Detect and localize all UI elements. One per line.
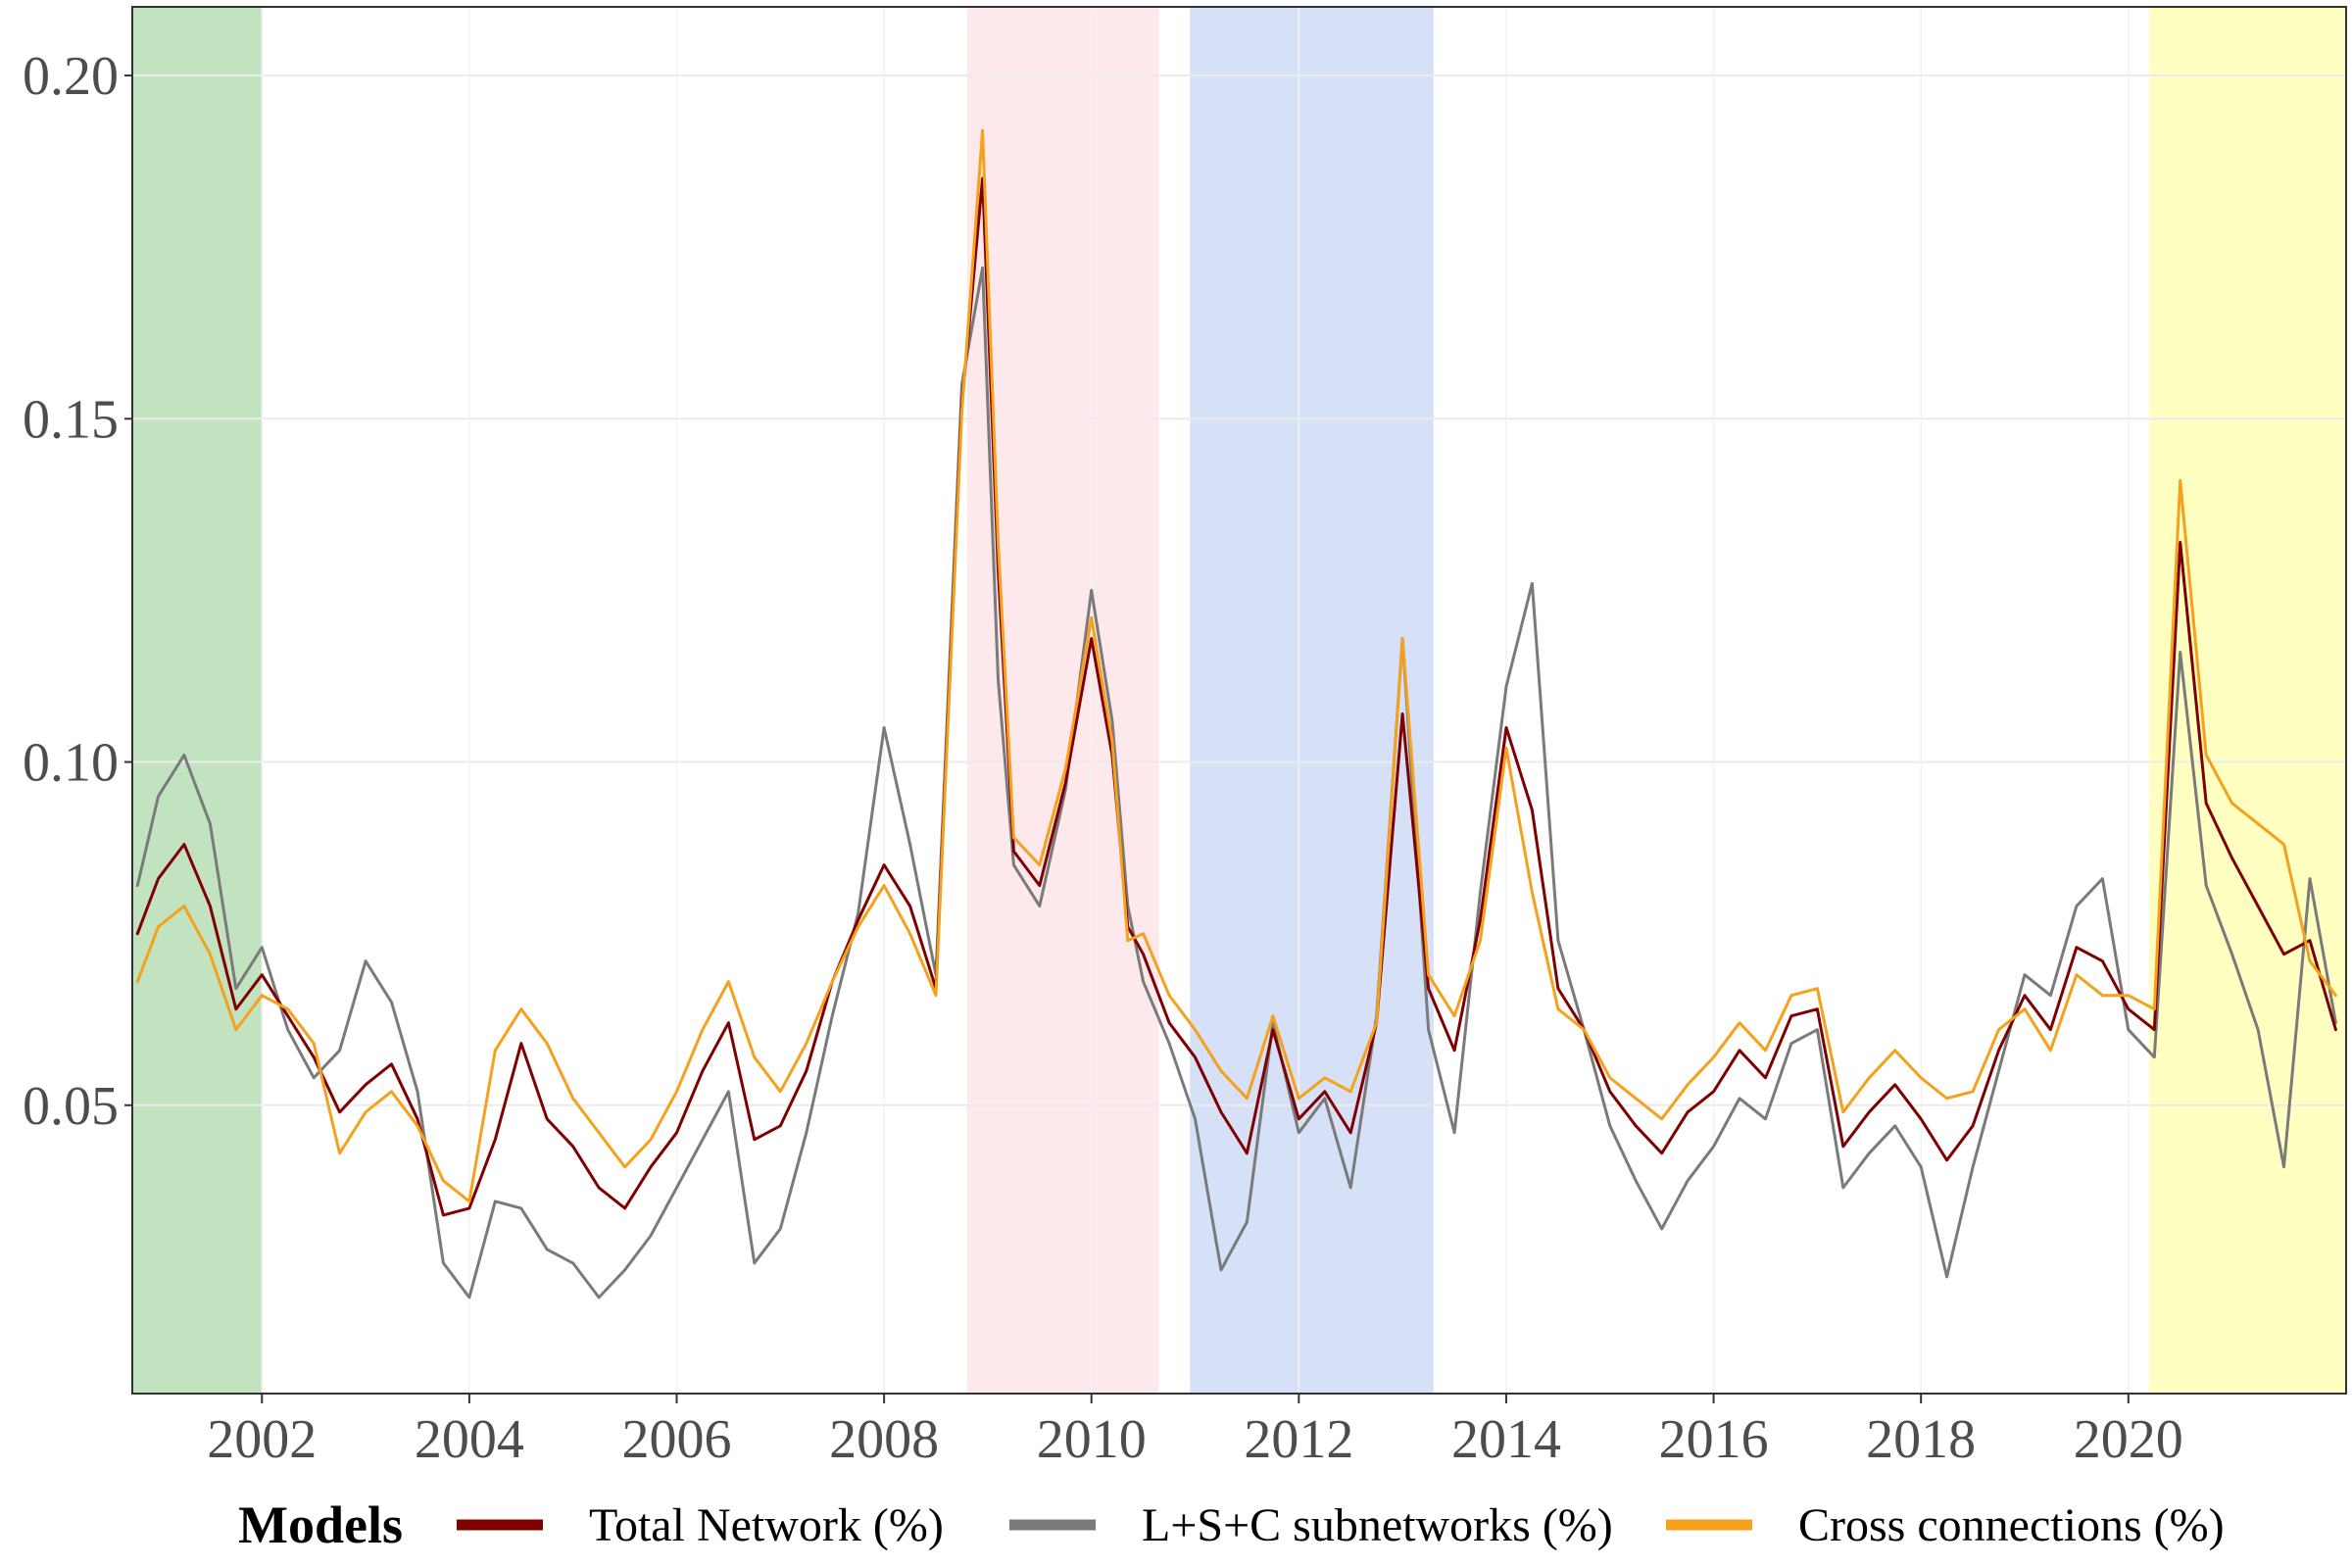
- x-tick-label: 2004: [415, 1409, 524, 1470]
- y-tick-label: 0.20: [23, 46, 119, 107]
- plot-panel-border: [131, 6, 2347, 1395]
- series-line-2: [135, 128, 2337, 1203]
- series-line-0: [135, 176, 2337, 1217]
- y-axis: 0.05 0.10 0.15 0.20: [23, 46, 132, 1137]
- x-tick-label: 2014: [1451, 1409, 1561, 1470]
- x-tick-label: 2016: [1659, 1409, 1769, 1470]
- series-lines: [135, 128, 2337, 1299]
- x-tick-label: 2020: [2074, 1409, 2183, 1470]
- legend-title: Models: [238, 1495, 403, 1554]
- shaded-period-2: [1190, 7, 1434, 1394]
- legend-items: Total Network (%) L+S+C subnetworks (%) Cr…: [457, 1499, 2225, 1551]
- x-tick-label: 2002: [207, 1409, 317, 1470]
- x-tick-label: 2006: [621, 1409, 731, 1470]
- shaded-period-0: [132, 7, 263, 1394]
- x-axis: 2002 2004 2006 2008 2010 2012 2014 2016 2018 2020: [207, 1394, 2183, 1470]
- x-tick-label: 2012: [1244, 1409, 1353, 1470]
- shaded-periods: [132, 7, 2346, 1394]
- shaded-period-1: [966, 7, 1159, 1394]
- legend-label-2: Cross connections (%): [1798, 1499, 2225, 1551]
- y-tick-label: 0.10: [23, 733, 119, 794]
- series-line-1: [135, 266, 2337, 1299]
- x-tick-label: 2008: [829, 1409, 939, 1470]
- grid-lines: [132, 7, 2346, 1394]
- shaded-period-3: [2148, 7, 2346, 1394]
- legend-label-0: Total Network (%): [589, 1499, 944, 1551]
- x-tick-label: 2010: [1037, 1409, 1147, 1470]
- legend-label-1: L+S+C subnetworks (%): [1142, 1499, 1613, 1551]
- x-tick-label: 2018: [1866, 1409, 1976, 1470]
- y-tick-label: 0.05: [23, 1076, 119, 1137]
- legend: Models Total Network (%) L+S+C subnetwork…: [238, 1495, 2225, 1554]
- y-tick-label: 0.15: [23, 389, 119, 450]
